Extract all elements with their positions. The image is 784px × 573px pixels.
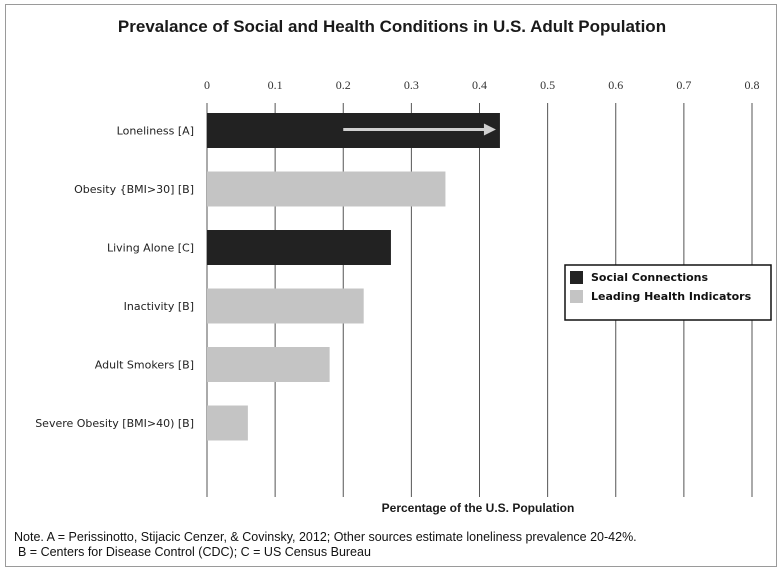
x-tick-label: 0 bbox=[204, 78, 210, 92]
bar bbox=[207, 347, 330, 382]
x-tick-label: 0.6 bbox=[608, 78, 623, 92]
legend-swatch bbox=[570, 290, 583, 303]
bar bbox=[207, 171, 446, 207]
bar bbox=[207, 288, 364, 324]
x-axis-label: Percentage of the U.S. Population bbox=[382, 501, 575, 515]
category-label: Obesity {BMI>30] [B] bbox=[74, 183, 194, 196]
legend-box bbox=[564, 264, 772, 321]
note-line-1: Note. A = Perissinotto, Stijacic Cenzer,… bbox=[14, 530, 637, 544]
x-tick-label: 0.5 bbox=[540, 78, 555, 92]
x-tick-label: 0.8 bbox=[745, 78, 760, 92]
x-tick-label: 0.7 bbox=[676, 78, 691, 92]
x-tick-label: 0.1 bbox=[268, 78, 283, 92]
bar bbox=[207, 405, 248, 441]
category-label: Loneliness [A] bbox=[117, 125, 194, 138]
x-tick-label: 0.3 bbox=[404, 78, 419, 92]
chart-title: Prevalance of Social and Health Conditio… bbox=[117, 17, 667, 36]
category-label: Severe Obesity [BMI>40) [B] bbox=[35, 417, 194, 430]
chart-note: Note. A = Perissinotto, Stijacic Cenzer,… bbox=[14, 530, 774, 560]
category-label: Living Alone [C] bbox=[107, 242, 194, 255]
x-tick-label: 0.2 bbox=[336, 78, 351, 92]
annotation-arrow-head bbox=[483, 123, 496, 136]
legend-label: Leading Health Indicators bbox=[591, 290, 752, 303]
x-tick-label: 0.4 bbox=[472, 78, 487, 92]
bar bbox=[207, 230, 391, 265]
legend-label: Social Connections bbox=[591, 271, 708, 284]
category-label: Inactivity [B] bbox=[124, 300, 194, 313]
note-line-2: B = Centers for Disease Control (CDC); C… bbox=[18, 545, 371, 559]
legend-swatch bbox=[570, 271, 583, 284]
category-label: Adult Smokers [B] bbox=[95, 359, 194, 372]
